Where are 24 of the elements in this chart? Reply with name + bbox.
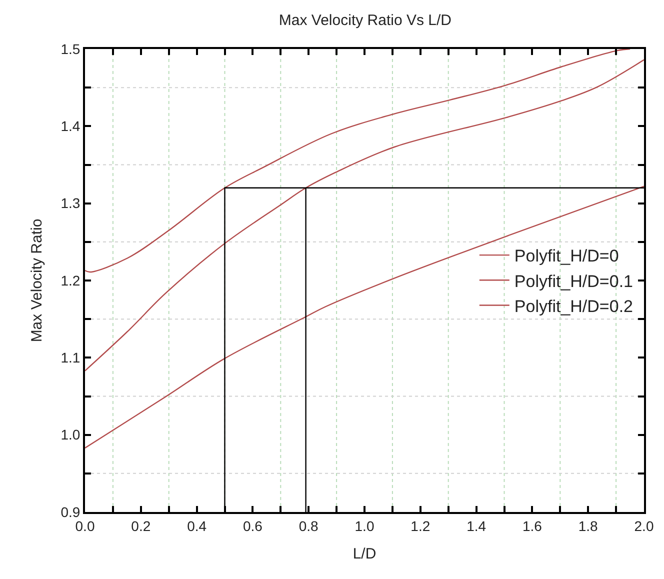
- y-tick-label: 1.2: [60, 272, 80, 288]
- x-tick-label: 1.8: [578, 518, 598, 534]
- x-tick-label: 0.2: [131, 518, 151, 534]
- x-tick-label: 0.8: [298, 518, 319, 534]
- y-tick-label: 1.0: [60, 426, 80, 443]
- y-tick-label: 1.3: [60, 195, 80, 212]
- x-tick-label: 1.4: [466, 518, 486, 534]
- x-tick-label: 0.4: [187, 518, 207, 534]
- x-tick-label: 0.6: [242, 518, 263, 534]
- x-axis-title: L/D: [352, 545, 376, 562]
- x-tick-label: 1.0: [354, 518, 374, 534]
- y-tick-label: 1.1: [60, 350, 80, 366]
- legend-label: Polyfit_H/D=0: [514, 246, 619, 266]
- chart-title: Max Velocity Ratio Vs L/D: [278, 12, 452, 29]
- x-tick-label: 1.2: [410, 518, 430, 534]
- y-tick-label: 0.9: [60, 504, 80, 520]
- x-tick-label: 2.0: [634, 518, 654, 534]
- legend-label: Polyfit_H/D=0.1: [514, 272, 634, 291]
- y-tick-label: 1.4: [60, 118, 80, 134]
- legend-label: Polyfit_H/D=0.2: [514, 296, 634, 316]
- y-axis-title: Max Velocity Ratio: [28, 218, 46, 342]
- y-tick-label: 1.5: [60, 40, 80, 57]
- x-tick-label: 1.6: [522, 518, 542, 534]
- x-tick-label: 0.0: [75, 518, 95, 534]
